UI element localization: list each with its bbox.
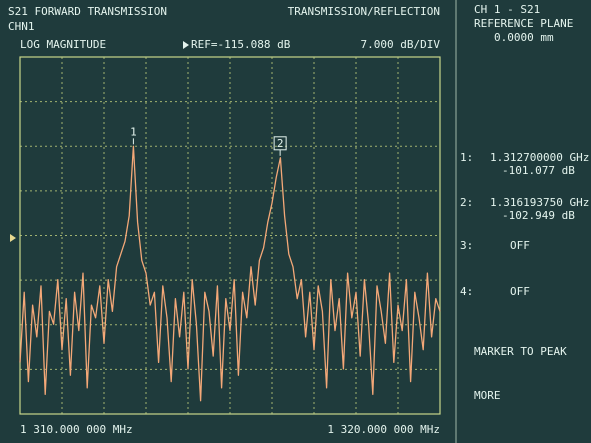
scale-label: 7.000 dB/DIV — [361, 38, 441, 51]
format-label: LOG MAGNITUDE — [20, 38, 106, 51]
reference-label: REF=-115.088 dB — [191, 38, 291, 51]
active-marker-box — [273, 136, 287, 151]
marker-number: 2: — [460, 196, 473, 209]
channel-label: CHN1 — [8, 20, 35, 33]
mode-title: TRANSMISSION/REFLECTION — [288, 5, 440, 18]
marker-frequency: 1.312700000 GHz — [490, 151, 589, 164]
marker-state: OFF — [510, 239, 530, 252]
measurement-title: S21 FORWARD TRANSMISSION — [8, 5, 167, 18]
marker-number: 1: — [460, 151, 473, 164]
start-frequency: 1 310.000 000 MHz — [20, 423, 133, 436]
reference-position-arrow — [10, 234, 16, 242]
panel-offset: 0.0000 mm — [494, 31, 554, 44]
marker-frequency: 1.316193750 GHz — [490, 196, 589, 209]
panel-title: CH 1 - S21 — [474, 3, 540, 16]
marker-number: 3: — [460, 239, 473, 252]
softkey[interactable]: MORE — [474, 389, 501, 402]
reference-arrow — [183, 41, 189, 49]
marker-label: 1 — [130, 125, 137, 138]
marker-state: OFF — [510, 285, 530, 298]
marker-label: 2 — [277, 137, 284, 150]
marker-level: -101.077 dB — [502, 164, 575, 177]
panel-subtitle: REFERENCE PLANE — [474, 17, 573, 30]
plot-frame — [19, 56, 441, 415]
softkey[interactable]: MARKER TO PEAK — [474, 345, 567, 358]
stop-frequency: 1 320.000 000 MHz — [327, 423, 440, 436]
trace — [19, 145, 441, 402]
marker-number: 4: — [460, 285, 473, 298]
marker-level: -102.949 dB — [502, 209, 575, 222]
